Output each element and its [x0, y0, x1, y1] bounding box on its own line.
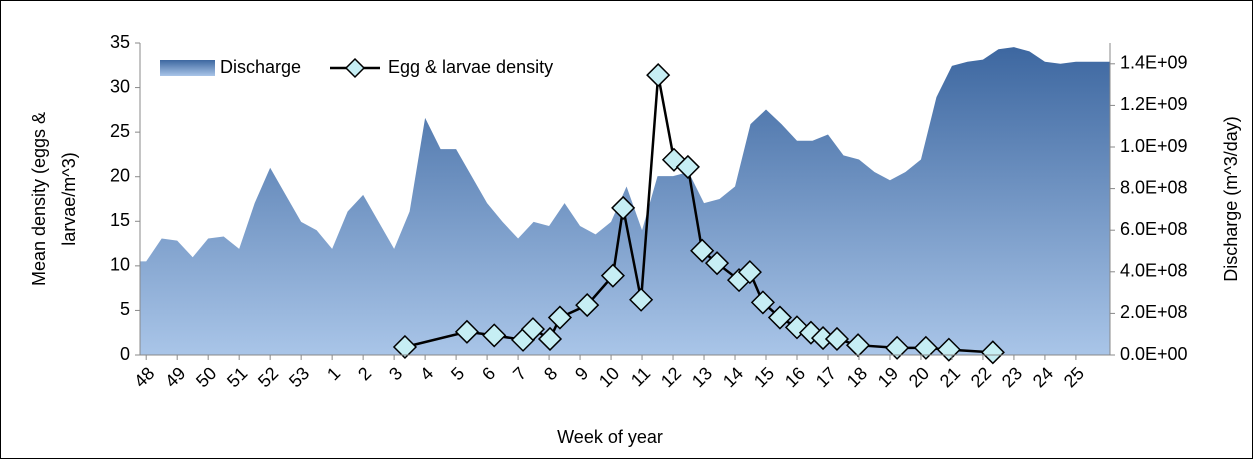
x-tick-label: 7	[509, 363, 530, 384]
x-tick-label: 15	[750, 363, 778, 391]
y2-tick-label: 6.0E+08	[1120, 219, 1188, 239]
x-tick-label: 21	[936, 363, 964, 391]
x-tick-label: 19	[874, 363, 902, 391]
x-tick-label: 17	[812, 363, 840, 391]
x-axis-title: Week of year	[557, 427, 663, 447]
x-tick-label: 49	[161, 363, 189, 391]
density-marker	[611, 195, 636, 220]
x-tick-label: 2	[354, 363, 375, 384]
density-marker	[600, 263, 625, 288]
x-tick-label: 51	[223, 363, 251, 391]
x-tick-label: 52	[254, 363, 282, 391]
density-marker	[675, 154, 700, 179]
y-tick-label: 15	[110, 210, 130, 230]
x-tick-label: 22	[967, 363, 995, 391]
y-tick-label: 20	[110, 165, 130, 185]
legend-swatch	[344, 57, 366, 79]
density-marker	[885, 335, 910, 360]
x-tick-label: 3	[385, 363, 406, 384]
x-tick-label: 25	[1060, 363, 1088, 391]
density-marker	[661, 147, 687, 172]
legend-swatch	[160, 60, 215, 76]
y-axis-title: Mean density (eggs &	[29, 112, 49, 286]
density-marker	[737, 260, 762, 285]
y-tick-label: 10	[110, 255, 130, 275]
density-marker	[980, 340, 1005, 365]
legend-label: Egg & larvae density	[388, 57, 553, 77]
density-marker	[784, 315, 810, 340]
y2-tick-label: 2.0E+08	[1120, 302, 1188, 322]
density-marker	[704, 251, 730, 276]
y2-tick-label: 1.2E+09	[1120, 94, 1188, 114]
x-tick-label: 16	[781, 363, 809, 391]
y-axis-title: larvae/m^3)	[59, 152, 79, 245]
x-tick-label: 8	[540, 363, 561, 384]
x-tick-label: 6	[478, 363, 499, 384]
density-marker	[520, 317, 546, 342]
y2-axis-title: Discharge (m^3/day)	[1221, 116, 1241, 282]
density-marker	[750, 290, 775, 315]
y2-tick-label: 8.0E+08	[1120, 177, 1188, 197]
y2-tick-label: 0.0E+00	[1120, 344, 1188, 364]
y-tick-label: 5	[120, 299, 130, 319]
density-marker	[845, 333, 871, 358]
density-marker	[913, 335, 938, 360]
x-tick-label: 4	[416, 363, 437, 384]
x-tick-label: 24	[1029, 363, 1057, 391]
density-marker	[629, 287, 654, 312]
x-tick-label: 23	[998, 363, 1026, 391]
y-tick-label: 0	[120, 344, 130, 364]
density-marker	[824, 326, 850, 352]
x-tick-label: 1	[323, 363, 344, 384]
x-tick-label: 5	[447, 363, 468, 384]
x-tick-label: 18	[843, 363, 871, 391]
density-marker	[482, 323, 507, 348]
legend-label: Discharge	[220, 57, 301, 77]
density-marker	[392, 334, 418, 360]
y-tick-label: 30	[110, 76, 130, 96]
x-tick-label: 12	[657, 363, 685, 391]
plot-area	[140, 47, 1110, 365]
density-marker	[646, 63, 671, 88]
x-tick-label: 10	[595, 363, 623, 391]
x-tick-label: 13	[688, 363, 716, 391]
density-marker	[547, 305, 572, 330]
x-tick-label: 50	[192, 363, 220, 391]
y2-tick-label: 1.0E+09	[1120, 136, 1188, 156]
x-tick-label: 20	[905, 363, 933, 391]
density-marker	[690, 238, 715, 263]
y2-tick-label: 4.0E+08	[1120, 261, 1188, 281]
y-tick-label: 35	[110, 32, 130, 52]
density-marker	[537, 326, 563, 352]
x-tick-label: 48	[130, 363, 158, 391]
density-marker	[798, 320, 824, 345]
x-tick-label: 11	[627, 363, 654, 390]
y-tick-label: 25	[110, 121, 130, 141]
density-marker	[575, 293, 600, 318]
x-tick-label: 9	[571, 363, 592, 384]
y2-tick-label: 1.4E+09	[1120, 53, 1188, 73]
density-marker	[767, 305, 793, 330]
x-tick-label: 53	[285, 363, 313, 391]
density-marker	[454, 319, 480, 344]
x-tick-label: 14	[719, 363, 747, 391]
